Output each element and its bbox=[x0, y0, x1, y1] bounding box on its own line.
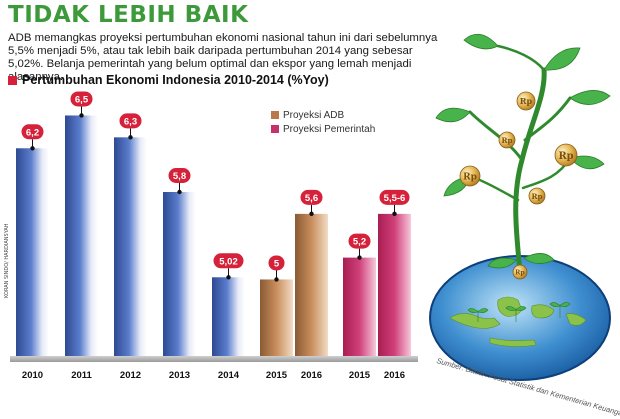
chart-title: Pertumbuhan Ekonomi Indonesia 2010-2014 … bbox=[8, 73, 329, 87]
title-bullet bbox=[8, 75, 17, 85]
bar-chart: 6,2 2010 6,5 2011 6,3 2012 5,8 2013 5,02 2014 5 201… bbox=[10, 91, 418, 381]
coin-icon-5 bbox=[512, 264, 528, 280]
coin-icon-1 bbox=[498, 131, 516, 149]
x-tick-label-6: 2016 bbox=[301, 370, 322, 381]
value-badge-0 bbox=[21, 124, 44, 140]
value-label-6: 5,6 bbox=[305, 193, 318, 204]
chart-baseline bbox=[10, 356, 418, 362]
label-dot-4 bbox=[226, 275, 231, 280]
x-tick-label-3: 2013 bbox=[169, 370, 190, 381]
value-label-3: 5,8 bbox=[173, 171, 186, 182]
coin-label-4: Rp bbox=[532, 192, 543, 201]
value-label-8: 5,5-6 bbox=[384, 193, 406, 204]
coin-label-1: Rp bbox=[502, 136, 513, 145]
value-badge-6 bbox=[300, 189, 323, 205]
value-label-5: 5 bbox=[274, 258, 280, 269]
value-label-7: 5,2 bbox=[353, 237, 366, 248]
label-dot-8 bbox=[392, 211, 397, 217]
page-title: TIDAK LEBIH BAIK bbox=[8, 2, 249, 28]
value-badge-4 bbox=[213, 253, 244, 269]
plant bbox=[468, 44, 572, 275]
description: ADB memangkas proyeksi pertumbuhan ekono… bbox=[8, 32, 438, 83]
x-tick-label-8: 2016 bbox=[384, 370, 405, 381]
bar-2011-1 bbox=[65, 115, 98, 356]
bar-2014-4 bbox=[212, 277, 245, 356]
label-dot-1 bbox=[79, 113, 84, 118]
x-tick-label-5: 2015 bbox=[266, 370, 288, 381]
growth-illustration: Rp Rp Rp Rp Rp Rp bbox=[429, 33, 611, 381]
value-label-0: 6,2 bbox=[26, 127, 39, 138]
plant-leaves bbox=[435, 33, 611, 269]
x-tick-label-0: 2010 bbox=[22, 370, 43, 381]
value-label-1: 6,5 bbox=[75, 94, 89, 105]
legend-label-pemerintah: Proyeksi Pemerintah bbox=[283, 123, 376, 135]
bar-2013-3 bbox=[163, 192, 196, 356]
coin-icon-4 bbox=[528, 187, 546, 205]
coin-label-2: Rp bbox=[558, 151, 573, 162]
label-dot-5 bbox=[274, 277, 279, 282]
bar-2016-6 bbox=[295, 213, 328, 356]
coin-icon-2 bbox=[554, 143, 578, 167]
value-badge-5 bbox=[268, 255, 285, 271]
bar-2016-8 bbox=[378, 213, 411, 356]
bar-2015-5 bbox=[260, 279, 293, 356]
label-dot-6 bbox=[309, 211, 314, 217]
coin-label-3: Rp bbox=[463, 173, 477, 183]
label-dot-3 bbox=[177, 189, 182, 195]
value-label-2: 6,3 bbox=[124, 116, 137, 127]
x-tick-label-4: 2014 bbox=[218, 370, 240, 381]
x-tick-label-2: 2012 bbox=[120, 370, 141, 381]
label-dot-2 bbox=[128, 135, 133, 140]
legend-item-adb: Proyeksi ADB bbox=[271, 108, 375, 122]
label-dot-0 bbox=[30, 146, 35, 151]
value-badge-2 bbox=[119, 113, 142, 129]
bar-2010-0 bbox=[16, 148, 49, 356]
coin-icon-3 bbox=[459, 165, 481, 187]
coin-label-5: Rp bbox=[515, 269, 525, 276]
value-badge-3 bbox=[168, 168, 191, 183]
value-badge-8 bbox=[379, 189, 410, 205]
coin-label-0: Rp bbox=[520, 96, 533, 106]
x-tick-label-7: 2015 bbox=[349, 370, 371, 381]
chart-title-text: Pertumbuhan Ekonomi Indonesia 2010-2014 … bbox=[22, 73, 329, 87]
legend-swatch-pemerintah bbox=[271, 125, 279, 133]
value-badge-1 bbox=[70, 91, 93, 107]
coin-icon-0 bbox=[516, 91, 536, 111]
legend-label-adb: Proyeksi ADB bbox=[283, 109, 345, 121]
value-badge-7 bbox=[348, 233, 371, 249]
legend: Proyeksi ADB Proyeksi Pemerintah bbox=[271, 108, 375, 136]
bar-2012-2 bbox=[114, 137, 147, 356]
label-dot-7 bbox=[357, 255, 362, 260]
value-label-4: 5,02 bbox=[219, 256, 238, 267]
x-tick-label-1: 2011 bbox=[71, 370, 92, 381]
bar-2015-7 bbox=[343, 257, 376, 356]
seedlings bbox=[467, 302, 571, 322]
legend-item-pemerintah: Proyeksi Pemerintah bbox=[271, 122, 375, 136]
legend-swatch-adb bbox=[271, 111, 279, 119]
